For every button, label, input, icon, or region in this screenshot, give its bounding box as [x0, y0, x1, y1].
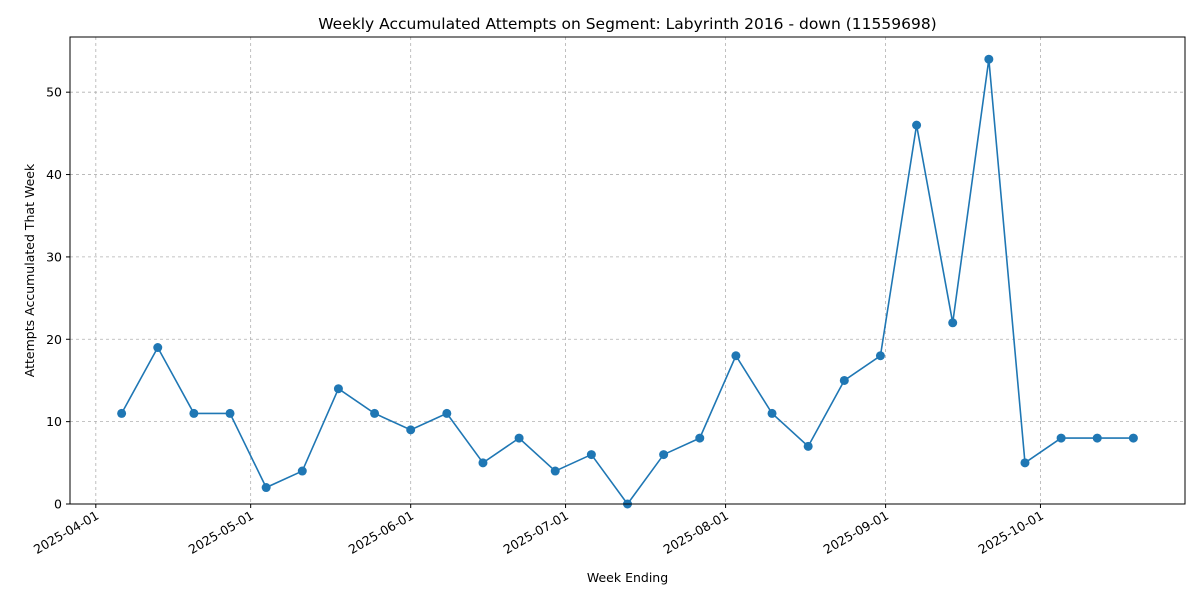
data-point [695, 433, 705, 443]
data-point [550, 466, 560, 476]
data-point [803, 441, 813, 451]
x-axis-label: Week Ending [587, 570, 668, 585]
data-point [261, 483, 271, 493]
y-tick-label: 0 [54, 497, 62, 512]
data-point [406, 425, 416, 435]
ticks: 2025-04-01 2025-05-01 2025-06-01 2025-07-01… [31, 85, 1046, 557]
data-point [984, 54, 994, 64]
chart-title: Weekly Accumulated Attempts on Segment: … [318, 15, 936, 33]
x-tick-label: 2025-07-01 [501, 508, 571, 557]
data-point [1092, 433, 1102, 443]
data-point [1020, 458, 1030, 468]
data-point [189, 408, 199, 418]
data-point [442, 408, 452, 418]
plot-area-frame [69, 36, 1186, 505]
data-point [659, 450, 669, 460]
data-point [912, 120, 922, 130]
data-point [875, 351, 885, 361]
y-tick-label: 50 [46, 85, 62, 100]
data-point [478, 458, 488, 468]
data-point [1128, 433, 1138, 443]
data-point [731, 351, 741, 361]
grid [70, 37, 1185, 505]
data-point [370, 408, 380, 418]
data-point [297, 466, 307, 476]
y-tick-label: 40 [46, 167, 62, 182]
x-tick-label: 2025-04-01 [31, 508, 101, 557]
data-point [225, 408, 235, 418]
x-tick-label: 2025-08-01 [661, 508, 731, 557]
x-tick-label: 2025-09-01 [821, 508, 891, 557]
y-tick-label: 20 [46, 332, 62, 347]
series-line [120, 59, 1134, 506]
data-point [117, 408, 127, 418]
x-tick-label: 2025-05-01 [186, 508, 256, 557]
data-point [839, 375, 849, 385]
data-point [333, 384, 343, 394]
data-point [948, 318, 958, 328]
data-point [153, 343, 163, 353]
data-point [514, 433, 524, 443]
data-point [1056, 433, 1066, 443]
data-point [767, 408, 777, 418]
series-layer [117, 54, 1138, 509]
data-point [586, 450, 596, 460]
y-tick-label: 10 [46, 414, 62, 429]
x-tick-label: 2025-06-01 [346, 508, 416, 557]
x-tick-label: 2025-10-01 [976, 508, 1046, 557]
y-tick-label: 30 [46, 249, 62, 264]
y-axis-label: Attempts Accumulated That Week [22, 163, 37, 377]
